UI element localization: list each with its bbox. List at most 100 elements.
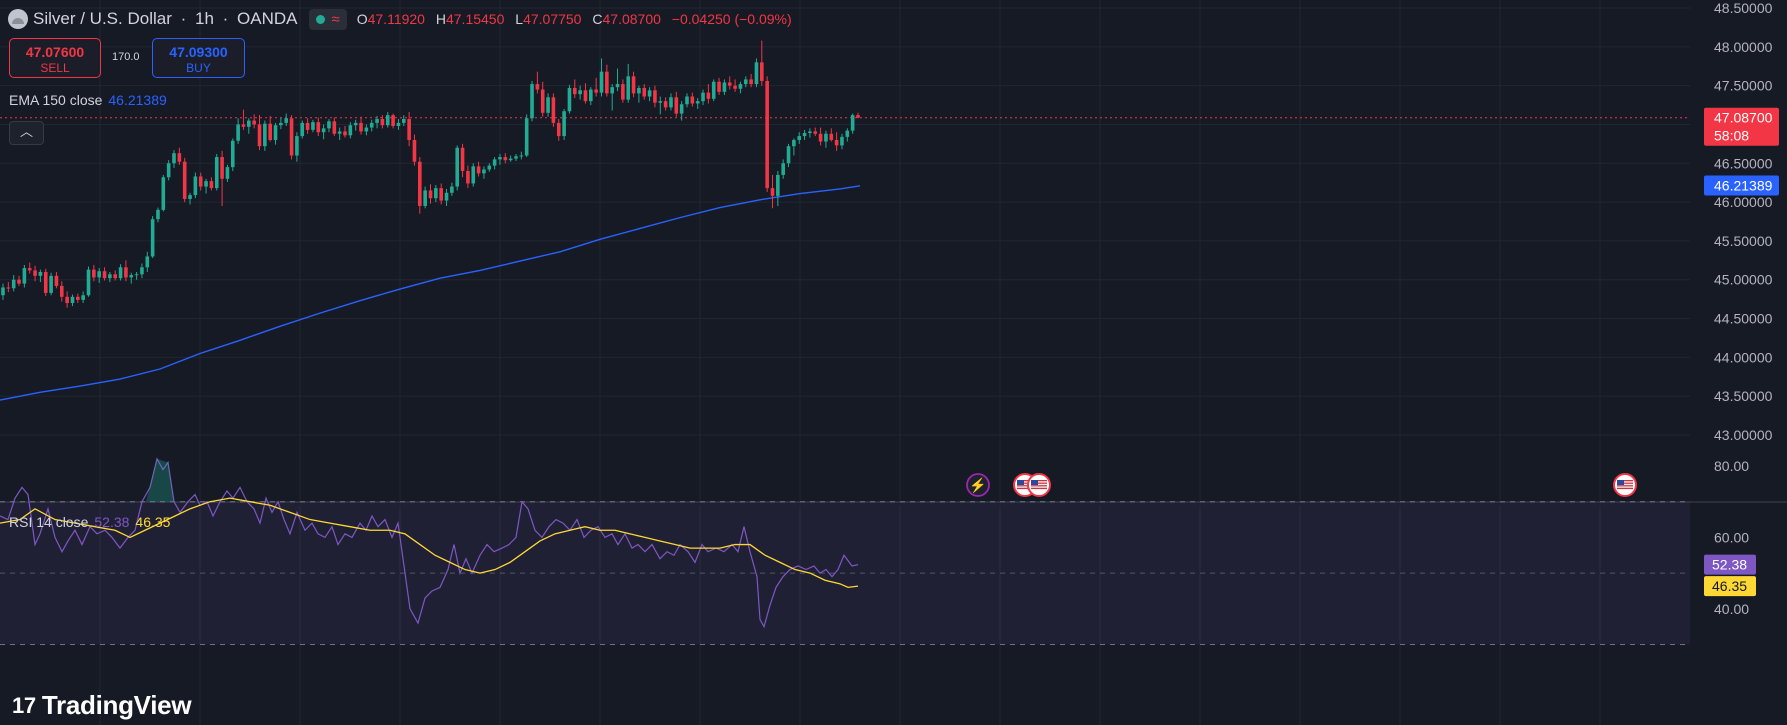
tradingview-logo[interactable]: 17 TradingView	[12, 690, 192, 720]
flag-stripe	[1031, 480, 1047, 482]
symbol-name[interactable]: Silver / U.S. Dollar	[33, 9, 172, 28]
candle-body	[690, 96, 695, 104]
flag-canton	[1031, 480, 1038, 485]
candle-body	[749, 79, 753, 85]
candle-body	[92, 269, 96, 278]
candle-body	[802, 132, 807, 137]
rsi-axis-label: 80.00	[1714, 458, 1749, 474]
price-axis-label: 43.50000	[1714, 388, 1773, 404]
candle-body	[209, 181, 214, 189]
candle-body	[540, 89, 545, 113]
price-axis-label: 48.00000	[1714, 39, 1773, 55]
interval[interactable]: 1h	[194, 9, 214, 28]
candle-body	[845, 130, 850, 137]
candle-body	[471, 166, 476, 184]
candle-body	[765, 80, 769, 189]
candle-body	[637, 87, 641, 94]
ema-price-tag	[1704, 175, 1779, 196]
ema-price-label: 46.21389	[1714, 177, 1773, 193]
candle-body	[76, 296, 80, 300]
rsi-axis-label: 60.00	[1714, 529, 1749, 545]
candle-body	[840, 136, 844, 146]
candle-body	[375, 119, 379, 123]
rsi-value-label: 52.38	[1712, 557, 1747, 573]
candle-body	[583, 90, 588, 102]
candle-body	[198, 176, 203, 187]
last-price-tag	[1704, 107, 1779, 146]
rsi-ma-tag	[1704, 576, 1756, 597]
candle-body	[391, 115, 395, 127]
flag-canton	[1017, 480, 1024, 485]
candle-body	[412, 139, 417, 162]
price-axis-label: 43.00000	[1714, 427, 1773, 443]
candle-body	[241, 124, 246, 127]
candle-body	[663, 101, 668, 108]
candle-body	[519, 155, 524, 157]
candle-body	[188, 195, 192, 199]
price-axis-label: 46.00000	[1714, 194, 1773, 210]
candle-body	[482, 169, 486, 174]
candle-body	[327, 121, 331, 129]
candle-body	[722, 82, 727, 92]
ema-line	[0, 185, 861, 401]
candle-body	[385, 115, 390, 126]
candle-body	[631, 76, 636, 94]
candle-body	[17, 279, 21, 284]
candle-body	[204, 181, 208, 187]
candle-body	[503, 157, 508, 161]
rsi-value-tag	[1704, 554, 1756, 575]
candle-body	[27, 268, 32, 271]
buy-button[interactable]: 47.09300 BUY	[152, 38, 245, 78]
candle-body	[38, 271, 43, 276]
price-axis-label: 47.50000	[1714, 78, 1773, 94]
ema-legend[interactable]: EMA 150 close 46.21389	[9, 92, 167, 108]
candle-body	[182, 161, 187, 199]
candle-body	[118, 267, 123, 279]
candle-body	[460, 147, 465, 172]
candle-body	[450, 186, 454, 193]
candle-body	[305, 122, 310, 130]
candle-body	[311, 122, 315, 130]
candle-body	[1, 287, 5, 296]
candle-body	[770, 188, 775, 196]
candle-body	[161, 177, 166, 210]
market-status-pill[interactable]: ≈	[309, 8, 347, 30]
rsi-legend[interactable]: RSI 14 close 52.38 46.35	[9, 514, 171, 530]
candle-body	[679, 104, 684, 114]
candle-body	[332, 121, 337, 134]
flag-stripe	[1017, 485, 1033, 487]
price-axis-label: 48.50000	[1714, 0, 1773, 16]
candle-body	[59, 285, 64, 297]
candle-body	[396, 122, 401, 127]
candle-body	[102, 271, 107, 279]
rsi-ma-label: 46.35	[1712, 578, 1747, 594]
flag-stripe	[1617, 482, 1633, 484]
collapse-legend-button[interactable]: ︿	[9, 121, 44, 145]
candle-body	[295, 136, 299, 156]
candle-body	[760, 62, 764, 81]
candle-body	[65, 296, 69, 304]
candle-body	[279, 122, 283, 126]
candle-body	[423, 190, 427, 206]
candle-body	[455, 147, 460, 187]
candle-body	[508, 158, 513, 161]
flag-stripe	[1617, 487, 1633, 489]
candle-body	[824, 133, 828, 142]
candle-body	[380, 119, 385, 126]
candle-body	[727, 82, 732, 86]
candle-body	[514, 156, 518, 159]
candle-body	[530, 84, 534, 119]
candle-body	[476, 166, 481, 174]
sell-button[interactable]: 47.07600 SELL	[9, 38, 101, 78]
candle-body	[546, 97, 550, 113]
flag-canton	[1617, 480, 1624, 485]
candle-body	[54, 275, 59, 286]
candle-body	[653, 90, 657, 103]
candle-body	[214, 157, 219, 189]
candle-body	[754, 62, 759, 85]
candle-body	[22, 268, 27, 284]
candle-body	[813, 131, 818, 134]
spread-value: 170.0	[112, 51, 140, 63]
candle-body	[300, 122, 305, 137]
